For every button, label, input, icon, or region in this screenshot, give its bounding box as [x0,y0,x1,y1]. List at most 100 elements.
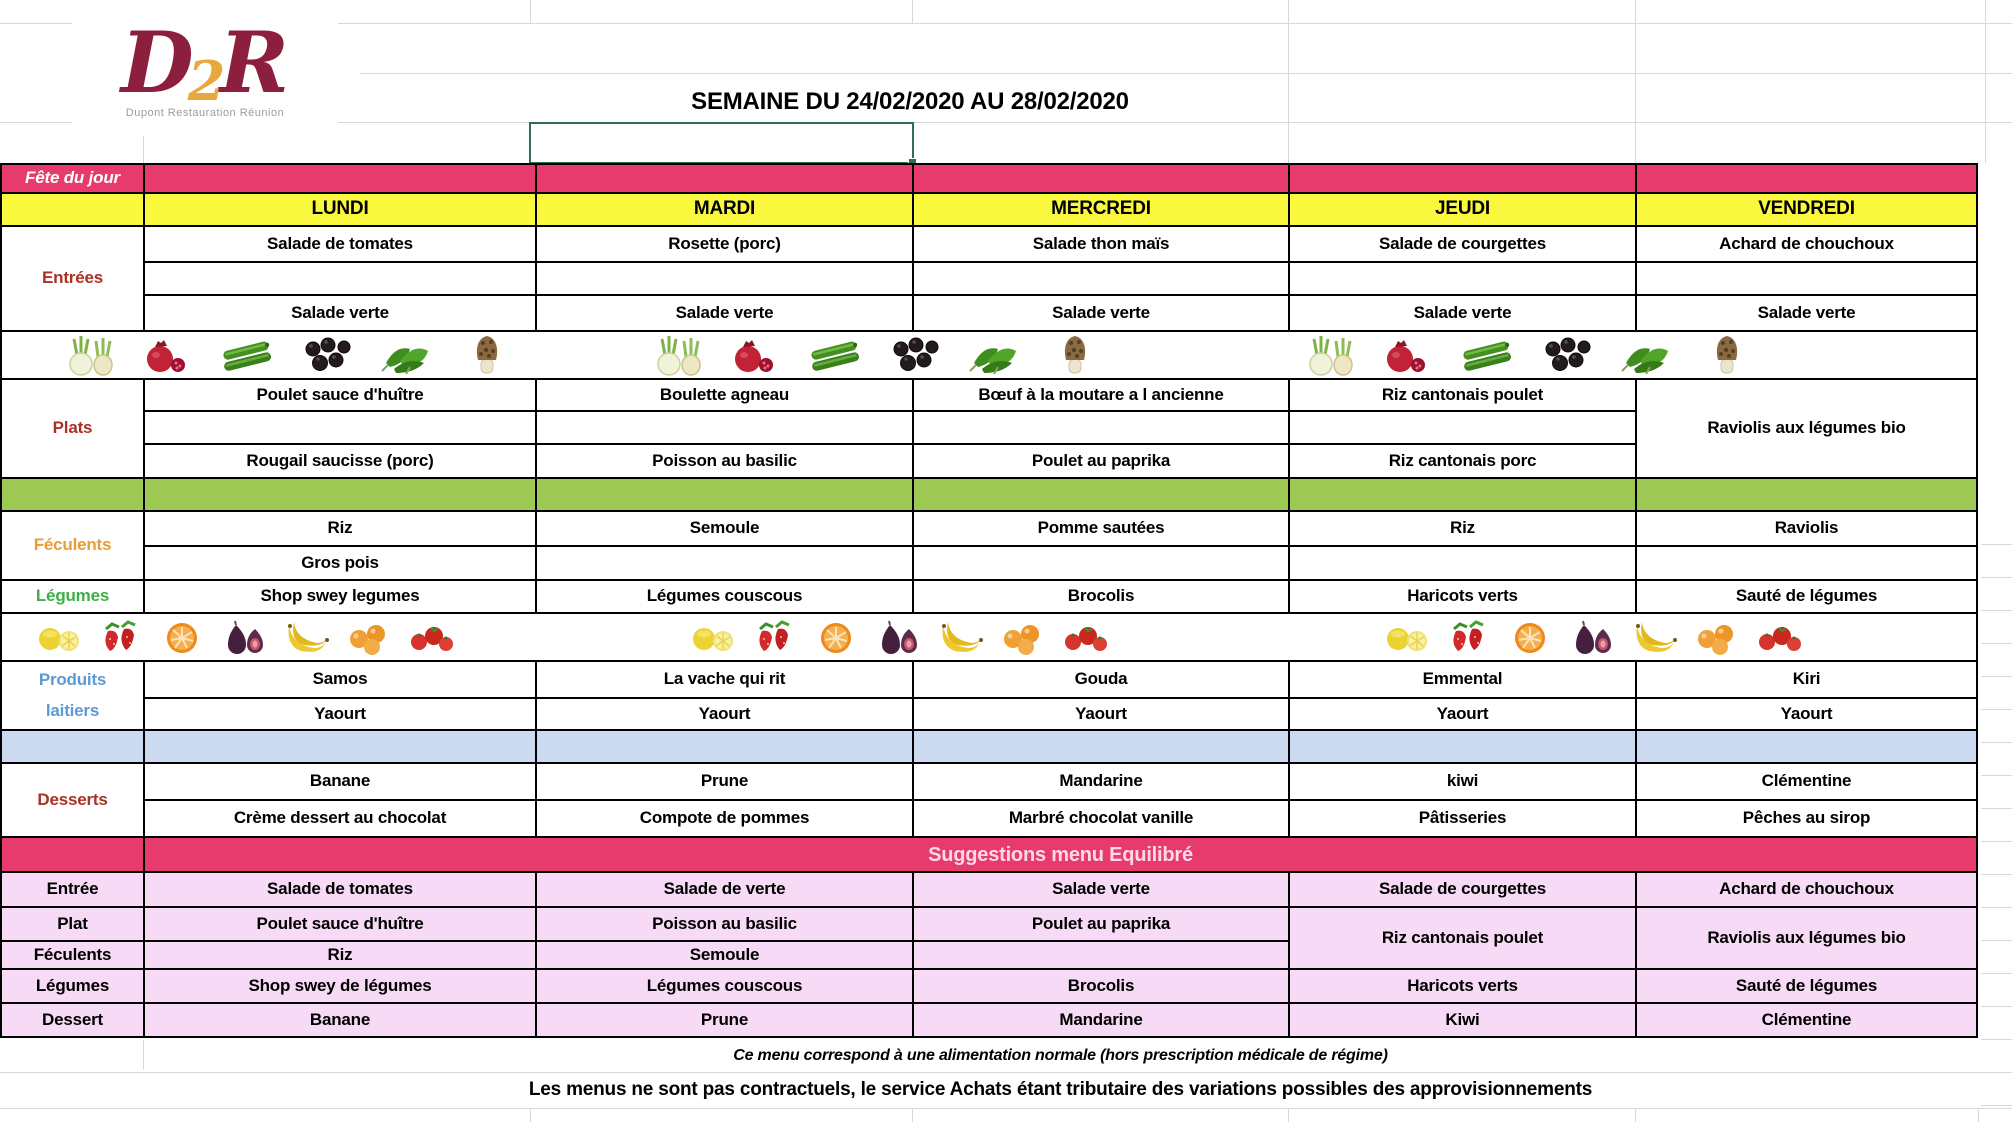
menu-cell[interactable]: Salade de courgettes [1290,227,1635,261]
menu-cell[interactable]: Bœuf à la moutare a l ancienne [914,380,1288,410]
menu-cell[interactable]: Shop swey de légumes [145,970,535,1002]
menu-cell[interactable]: Brocolis [914,581,1288,612]
suggestion-label-entree[interactable]: Entrée [2,873,143,906]
menu-cell[interactable]: Légumes couscous [537,970,912,1002]
row-label-desserts[interactable]: Desserts [2,764,143,836]
menu-cell[interactable]: Banane [145,1004,535,1036]
menu-cell[interactable]: Poulet sauce d'huître [145,908,535,940]
menu-cell[interactable]: Samos [145,662,535,697]
green-band-cell[interactable] [145,479,535,510]
row-label-entrees[interactable]: Entrées [2,227,143,330]
menu-cell[interactable]: kiwi [1290,764,1635,799]
menu-cell[interactable]: Achard de chouchoux [1637,873,1976,906]
empty-cell[interactable] [914,942,1288,968]
empty-cell[interactable] [1637,263,1976,294]
menu-cell[interactable]: Haricots verts [1290,581,1635,612]
menu-cell[interactable]: Semoule [537,942,912,968]
day-header-corner[interactable] [2,194,143,225]
menu-cell[interactable]: Haricots verts [1290,970,1635,1002]
row-label-plats[interactable]: Plats [2,380,143,477]
empty-cell[interactable] [1290,263,1635,294]
menu-cell[interactable]: Clémentine [1637,1004,1976,1036]
suggestion-label-feculents[interactable]: Féculents [2,942,143,968]
day-header-mardi[interactable]: MARDI [537,194,912,225]
menu-cell[interactable]: Riz [145,942,535,968]
menu-cell[interactable]: Semoule [537,512,912,545]
menu-cell[interactable]: Emmental [1290,662,1635,697]
menu-cell[interactable]: Salade thon maïs [914,227,1288,261]
blue-band-cell[interactable] [537,731,912,762]
menu-cell[interactable]: Kiri [1637,662,1976,697]
menu-cell[interactable]: Raviolis [1637,512,1976,545]
green-band-cell[interactable] [1290,479,1635,510]
fete-cell-mercredi[interactable] [914,165,1288,192]
menu-cell[interactable]: Poisson au basilic [537,445,912,477]
green-band-cell[interactable] [537,479,912,510]
menu-cell-merged[interactable]: Riz cantonais poulet [1290,908,1635,968]
green-band-cell[interactable] [2,479,143,510]
menu-cell[interactable]: Pomme sautées [914,512,1288,545]
menu-cell[interactable]: Riz cantonais porc [1290,445,1635,477]
menu-cell[interactable]: Riz [1290,512,1635,545]
menu-cell[interactable]: Riz [145,512,535,545]
green-band-cell[interactable] [1637,479,1976,510]
menu-cell[interactable]: Salade verte [914,873,1288,906]
suggestions-header[interactable]: Suggestions menu Equilibré [145,838,1976,871]
menu-cell[interactable]: Rosette (porc) [537,227,912,261]
empty-cell[interactable] [537,547,912,579]
blue-band-cell[interactable] [2,731,143,762]
menu-cell[interactable]: Salade verte [1290,296,1635,330]
suggestions-header-corner[interactable] [2,838,143,871]
menu-cell[interactable]: Yaourt [1290,699,1635,729]
fete-du-jour-label[interactable]: Fête du jour [2,165,143,192]
selection-box[interactable] [529,122,917,167]
menu-cell[interactable]: Yaourt [145,699,535,729]
row-label-feculents[interactable]: Féculents [2,512,143,579]
menu-cell[interactable]: Salade verte [537,296,912,330]
menu-cell[interactable]: Crème dessert au chocolat [145,801,535,836]
fete-cell-mardi[interactable] [537,165,912,192]
blue-band-cell[interactable] [1637,731,1976,762]
fete-cell-vendredi[interactable] [1637,165,1976,192]
suggestion-label-legumes[interactable]: Légumes [2,970,143,1002]
menu-cell[interactable]: Légumes couscous [537,581,912,612]
menu-cell[interactable]: Prune [537,764,912,799]
day-header-jeudi[interactable]: JEUDI [1290,194,1635,225]
empty-cell[interactable] [537,412,912,443]
menu-cell[interactable]: Gouda [914,662,1288,697]
empty-cell[interactable] [145,412,535,443]
menu-cell-merged[interactable]: Raviolis aux légumes bio [1637,380,1976,477]
blue-band-cell[interactable] [145,731,535,762]
menu-cell[interactable]: Poulet au paprika [914,908,1288,940]
menu-cell[interactable]: Yaourt [1637,699,1976,729]
menu-cell[interactable]: Poulet au paprika [914,445,1288,477]
menu-cell[interactable]: Pâtisseries [1290,801,1635,836]
menu-cell[interactable]: Salade verte [914,296,1288,330]
day-header-mercredi[interactable]: MERCREDI [914,194,1288,225]
menu-cell[interactable]: Compote de pommes [537,801,912,836]
menu-cell[interactable]: Sauté de légumes [1637,970,1976,1002]
menu-cell[interactable]: La vache qui rit [537,662,912,697]
menu-cell[interactable]: Achard de chouchoux [1637,227,1976,261]
menu-cell[interactable]: Salade de tomates [145,873,535,906]
menu-cell[interactable]: Poisson au basilic [537,908,912,940]
suggestion-label-dessert[interactable]: Dessert [2,1004,143,1036]
menu-cell[interactable]: Brocolis [914,970,1288,1002]
fete-cell-lundi[interactable] [145,165,535,192]
menu-cell[interactable]: Boulette agneau [537,380,912,410]
menu-cell[interactable]: Poulet sauce d'huître [145,380,535,410]
suggestion-label-plat[interactable]: Plat [2,908,143,940]
menu-cell[interactable]: Rougail saucisse (porc) [145,445,535,477]
menu-cell[interactable]: Prune [537,1004,912,1036]
menu-cell[interactable]: Salade de tomates [145,227,535,261]
empty-cell[interactable] [145,263,535,294]
blue-band-cell[interactable] [914,731,1288,762]
menu-cell[interactable]: Yaourt [914,699,1288,729]
fete-cell-jeudi[interactable] [1290,165,1635,192]
empty-cell[interactable] [1290,547,1635,579]
day-header-lundi[interactable]: LUNDI [145,194,535,225]
menu-cell[interactable]: Yaourt [537,699,912,729]
empty-cell[interactable] [914,412,1288,443]
menu-cell[interactable]: Clémentine [1637,764,1976,799]
menu-cell[interactable]: Kiwi [1290,1004,1635,1036]
